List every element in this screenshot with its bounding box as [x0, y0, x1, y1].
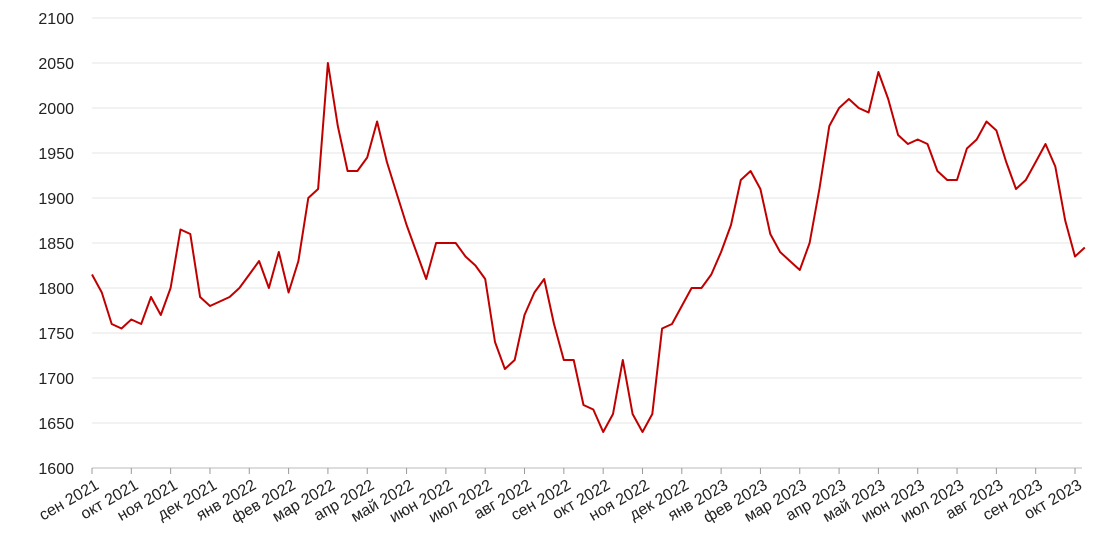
y-tick-label: 1700: [38, 371, 74, 388]
y-tick-label: 1950: [38, 146, 74, 163]
y-tick-label: 1750: [38, 326, 74, 343]
y-tick-label: 1850: [38, 236, 74, 253]
y-tick-label: 2050: [38, 56, 74, 73]
y-tick-label: 2000: [38, 101, 74, 118]
y-tick-label: 1900: [38, 191, 74, 208]
y-tick-label: 1600: [38, 461, 74, 478]
y-tick-label: 2100: [38, 11, 74, 28]
y-tick-label: 1800: [38, 281, 74, 298]
data-line: [91, 62, 1086, 433]
y-tick-label: 1650: [38, 416, 74, 433]
